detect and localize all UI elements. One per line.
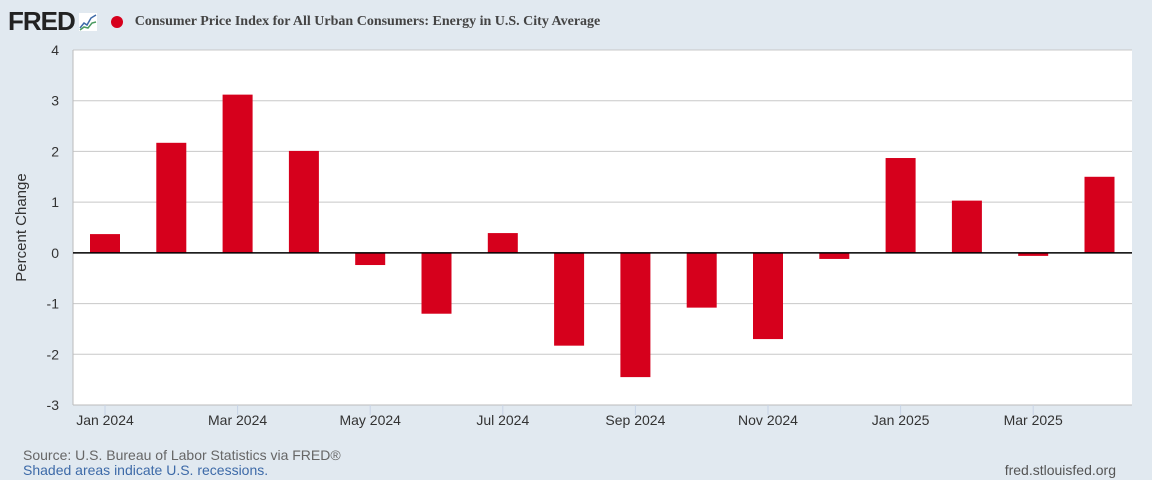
bar xyxy=(355,252,386,266)
bar xyxy=(620,252,651,378)
bar xyxy=(1018,252,1049,256)
bar xyxy=(288,150,319,253)
y-tick-label: 4 xyxy=(51,42,59,58)
x-tick-label: Jan 2024 xyxy=(76,412,134,428)
fred-graph-icon xyxy=(78,12,97,31)
bar xyxy=(156,142,187,253)
bar xyxy=(421,252,452,314)
bar xyxy=(554,252,585,346)
source-note: Source: U.S. Bureau of Labor Statistics … xyxy=(23,447,341,463)
fred-url[interactable]: fred.stlouisfed.org xyxy=(1004,462,1116,478)
x-tick-label: Sep 2024 xyxy=(605,412,665,428)
x-tick-label: Jan 2025 xyxy=(872,412,930,428)
y-tick-label: 0 xyxy=(51,245,59,261)
bar xyxy=(487,233,518,253)
fred-logo[interactable]: FRED xyxy=(8,6,76,36)
y-tick-label: -2 xyxy=(47,346,60,362)
y-tick-label: -1 xyxy=(47,296,60,312)
bar xyxy=(686,252,717,308)
header: FRED Consumer Price Index for All Urban … xyxy=(8,6,600,37)
y-tick-label: 1 xyxy=(51,194,59,210)
chart-title: Consumer Price Index for All Urban Consu… xyxy=(134,13,601,29)
x-tick-label: Mar 2024 xyxy=(208,412,267,428)
bar xyxy=(819,252,850,259)
x-tick-label: Jul 2024 xyxy=(476,412,529,428)
y-axis-label: Percent Change xyxy=(13,173,30,281)
bar xyxy=(951,200,982,253)
legend-marker xyxy=(110,15,123,28)
bar xyxy=(222,94,253,253)
y-tick-label: -3 xyxy=(47,397,60,413)
y-tick-label: 3 xyxy=(51,93,59,109)
bar xyxy=(1084,176,1115,253)
recession-note: Shaded areas indicate U.S. recessions. xyxy=(23,462,269,478)
bar xyxy=(753,252,783,340)
x-tick-label: Nov 2024 xyxy=(738,412,798,428)
x-tick-label: May 2024 xyxy=(339,412,401,428)
x-tick-label: Mar 2025 xyxy=(1004,412,1063,428)
bar xyxy=(90,234,120,253)
bar xyxy=(885,158,916,253)
y-tick-label: 2 xyxy=(51,143,59,159)
